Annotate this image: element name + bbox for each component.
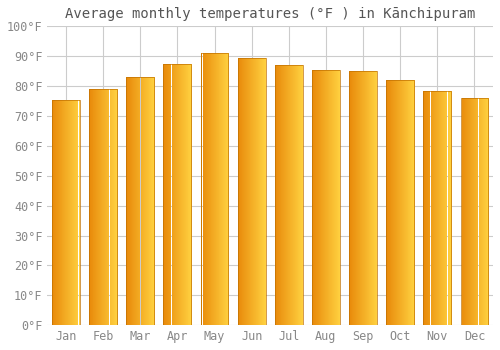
Bar bbox=[275, 65, 302, 325]
Bar bbox=[200, 53, 228, 325]
Title: Average monthly temperatures (°F ) in Kānchipuram: Average monthly temperatures (°F ) in Kā… bbox=[65, 7, 476, 21]
Bar bbox=[238, 58, 266, 325]
Bar bbox=[164, 64, 192, 325]
Bar bbox=[386, 80, 414, 325]
Bar bbox=[126, 77, 154, 325]
Bar bbox=[89, 89, 117, 325]
Bar bbox=[460, 98, 488, 325]
Bar bbox=[52, 99, 80, 325]
Bar bbox=[424, 91, 452, 325]
Bar bbox=[349, 71, 377, 325]
Bar bbox=[312, 70, 340, 325]
